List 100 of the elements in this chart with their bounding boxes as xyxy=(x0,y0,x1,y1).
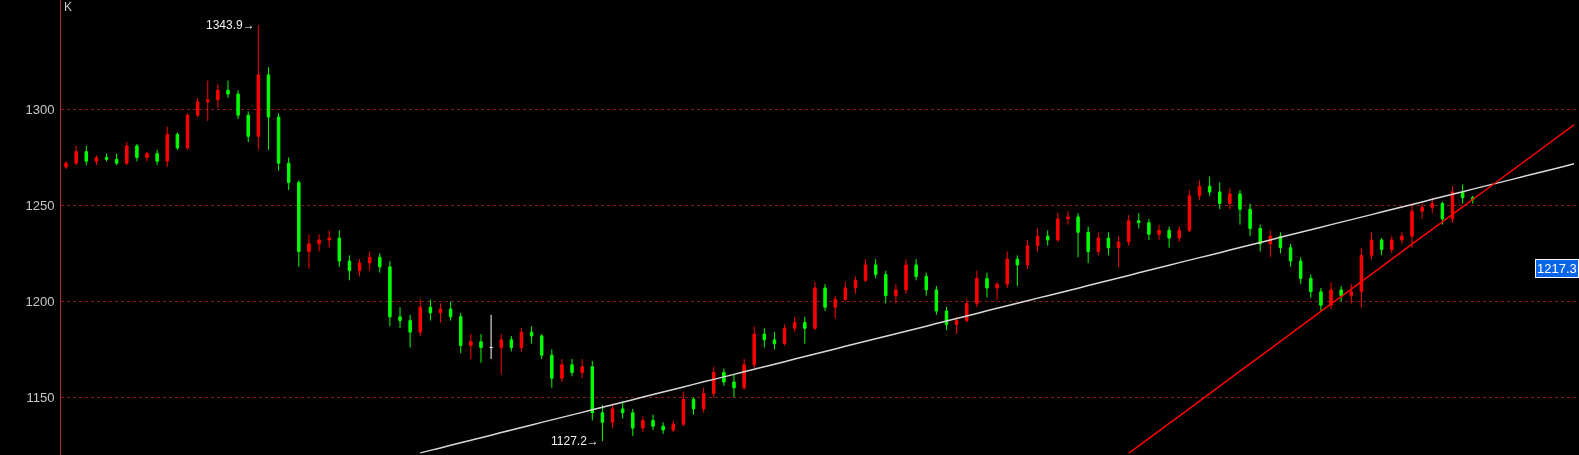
candlestick xyxy=(965,298,969,324)
candlestick xyxy=(995,281,999,300)
candlestick xyxy=(175,131,180,151)
candlestick xyxy=(884,270,888,304)
candlestick xyxy=(367,251,372,272)
candlestick xyxy=(357,258,362,277)
candlestick xyxy=(266,66,271,151)
candlestick xyxy=(135,143,139,162)
candlestick xyxy=(155,149,159,166)
candlestick xyxy=(1460,183,1465,204)
candlestick xyxy=(246,110,250,143)
candlestick xyxy=(853,275,858,295)
candlestick xyxy=(772,331,777,350)
candlestick xyxy=(519,327,524,352)
candlestick xyxy=(762,327,767,348)
candlestick xyxy=(125,141,129,166)
candlestick xyxy=(1329,281,1333,310)
candlestick xyxy=(418,298,422,337)
candlestick xyxy=(1319,287,1323,312)
candlestick xyxy=(1056,212,1060,243)
candlestick xyxy=(1420,203,1424,220)
candlestick xyxy=(1066,210,1070,226)
candlestick xyxy=(276,112,281,172)
candlestick xyxy=(236,89,240,120)
y-tick-label: 1150 xyxy=(26,389,55,405)
candlestick xyxy=(1268,229,1273,258)
candlestick xyxy=(104,153,109,162)
candlestick xyxy=(580,358,584,379)
y-tick-label: 1300 xyxy=(25,101,55,117)
candlestick xyxy=(620,400,625,420)
candlestick xyxy=(539,333,544,360)
candlestick xyxy=(448,300,453,322)
candlestick xyxy=(165,126,169,168)
candlestick xyxy=(1116,235,1121,268)
candlestick xyxy=(550,348,554,389)
candlestick xyxy=(954,316,959,335)
candlestick xyxy=(1369,231,1374,260)
candlestick xyxy=(286,156,291,191)
candlestick xyxy=(145,151,149,162)
candlestick xyxy=(924,272,928,297)
candlestick xyxy=(610,402,615,429)
candlestick xyxy=(317,233,321,252)
candlestick xyxy=(1440,201,1445,226)
line-series xyxy=(1127,124,1575,455)
line-series xyxy=(419,163,1575,454)
candlestick xyxy=(833,295,837,320)
candlestick xyxy=(813,281,817,331)
candlestick xyxy=(1298,256,1303,285)
candlestick xyxy=(307,233,311,270)
candlestick xyxy=(226,80,230,99)
candlestick xyxy=(681,391,686,427)
candlestick xyxy=(1379,237,1384,256)
candlestick xyxy=(1167,226,1171,249)
candlestick xyxy=(388,260,392,327)
candlestick xyxy=(489,314,493,360)
y-tick-label: 1200 xyxy=(25,293,55,309)
candlestick xyxy=(782,323,787,347)
candlestick xyxy=(894,283,898,304)
candlestick xyxy=(1086,226,1090,264)
candlestick xyxy=(823,283,827,312)
candlestick xyxy=(1238,189,1242,226)
candlestick xyxy=(1157,224,1161,241)
candlestick xyxy=(1258,224,1262,252)
candlestick xyxy=(438,302,443,324)
candlestick xyxy=(256,24,261,151)
candlestick xyxy=(1096,231,1101,256)
candlestick xyxy=(985,272,989,299)
candlestick xyxy=(408,314,412,348)
candlestick xyxy=(428,298,433,322)
candlestick xyxy=(1197,179,1202,201)
candlestick xyxy=(975,270,979,308)
candlestick xyxy=(74,145,78,166)
candlestick xyxy=(1390,235,1394,254)
candlestick xyxy=(195,97,200,118)
candlestick xyxy=(873,258,878,279)
y-tick-label: 1250 xyxy=(25,197,55,213)
candlestick xyxy=(114,153,119,166)
candlestick xyxy=(1045,229,1050,247)
candlestick xyxy=(1248,203,1252,237)
candlestick xyxy=(499,333,503,375)
candlestick xyxy=(297,179,301,268)
candlestick xyxy=(1126,214,1131,247)
candlestick xyxy=(752,325,756,370)
candlestick xyxy=(570,358,574,377)
candlestick xyxy=(843,281,848,302)
candlestick xyxy=(803,316,807,345)
candlestick xyxy=(691,396,696,416)
candlestick xyxy=(64,160,68,170)
candlestick xyxy=(863,258,868,283)
candlestick xyxy=(509,335,514,352)
chart-title: K xyxy=(64,0,73,14)
candlestick xyxy=(1410,203,1414,249)
candlestick xyxy=(1005,251,1009,289)
candlestick xyxy=(1430,197,1434,214)
candlestick xyxy=(1177,226,1181,243)
candlestick xyxy=(84,145,89,166)
candlestick xyxy=(671,419,675,433)
annotation: 1217.3 xyxy=(1537,261,1577,276)
candlestick xyxy=(1349,283,1354,304)
candlestick xyxy=(378,252,382,274)
